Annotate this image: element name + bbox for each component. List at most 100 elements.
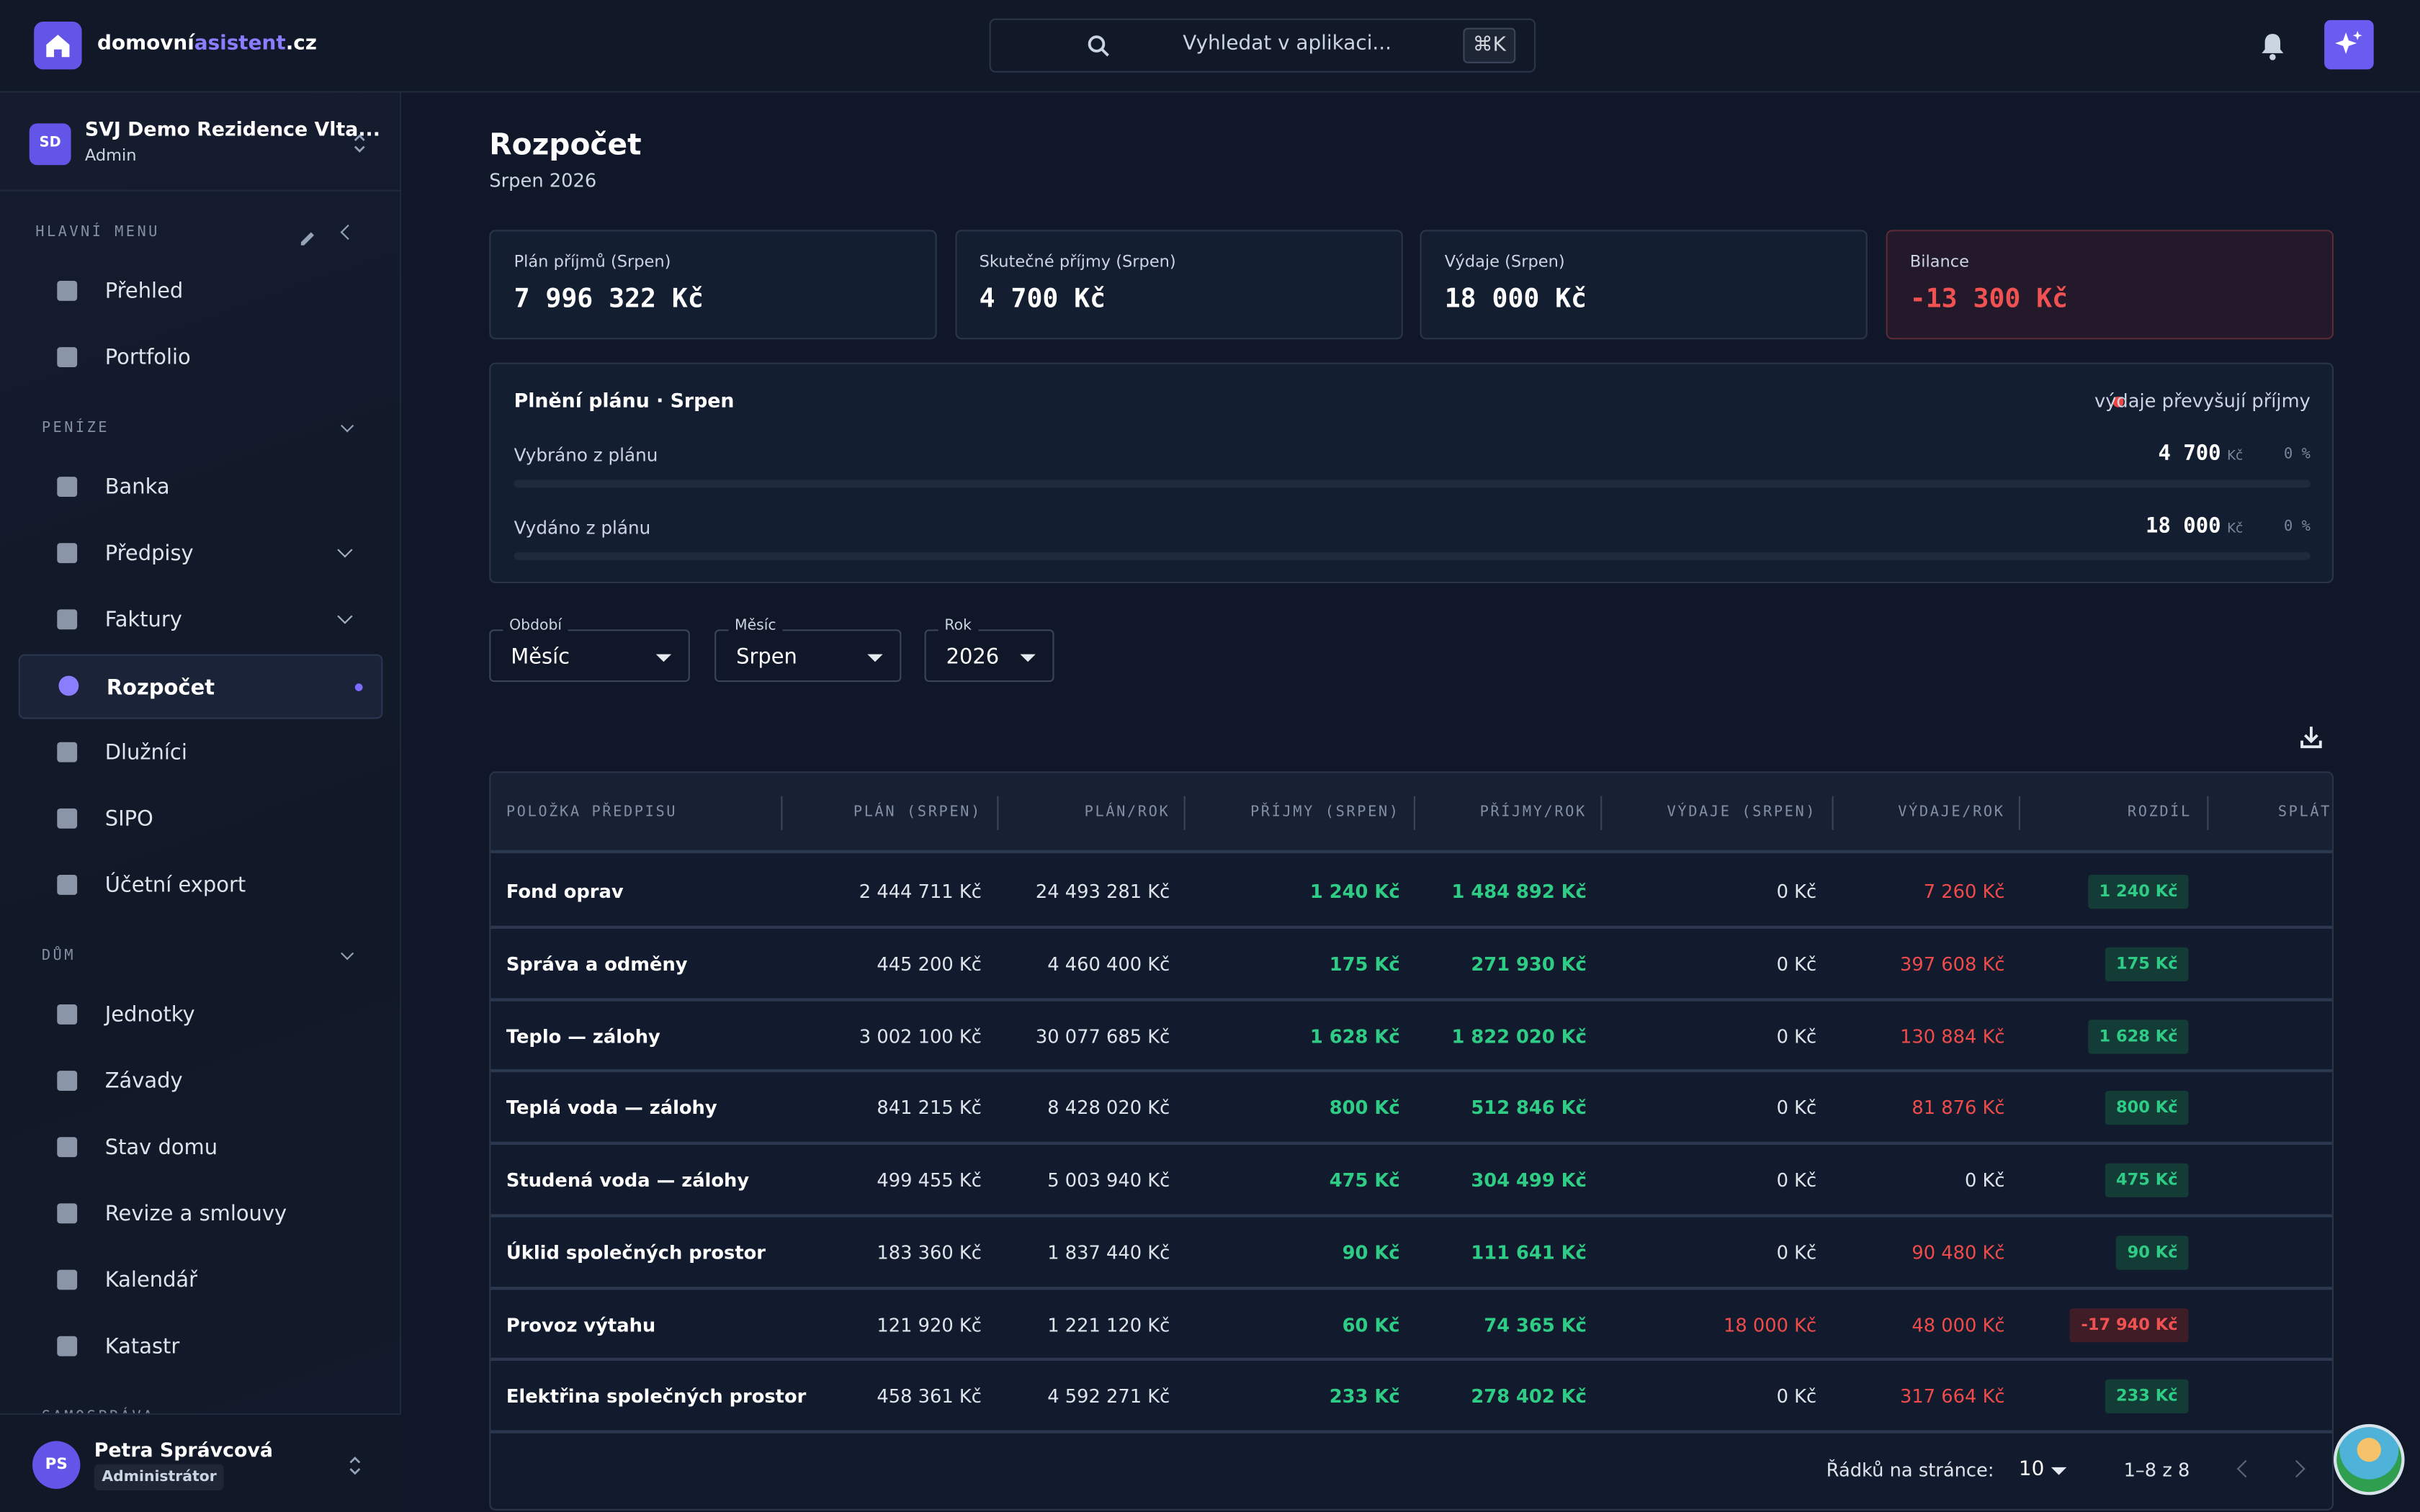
- nav-icon: [57, 1071, 78, 1091]
- nav-label: Přehled: [104, 279, 184, 305]
- brand-part: asistent: [194, 32, 286, 56]
- table-cell: 1 484 892 Kč: [1451, 881, 1587, 903]
- switch-icon: [354, 134, 365, 153]
- table-cell: 458 361 Kč: [877, 1385, 982, 1408]
- table-row: [490, 856, 2332, 929]
- column-separator: [1600, 796, 1603, 830]
- logo[interactable]: [34, 22, 82, 70]
- nav-item[interactable]: SIPO: [19, 787, 383, 852]
- nav-label: Závady: [104, 1069, 183, 1094]
- column-header: ROZDÍL: [2127, 804, 2192, 821]
- download-button[interactable]: [2298, 724, 2324, 752]
- card-value: 7 996 322 Kč: [514, 284, 704, 315]
- nav-item[interactable]: Rozpočet: [18, 654, 383, 719]
- edit-menu[interactable]: [300, 224, 317, 246]
- column-header: VÝDAJE (SRPEN): [1667, 804, 1817, 821]
- nav-item[interactable]: Banka: [19, 455, 383, 520]
- section-toggle[interactable]: [341, 947, 354, 960]
- nav-icon: [57, 742, 78, 762]
- search-box[interactable]: [989, 18, 1536, 73]
- shortcut-key: ⌘K: [1463, 27, 1516, 63]
- table-row: [490, 928, 2332, 1001]
- nav-item[interactable]: Účetní export: [19, 853, 383, 918]
- nav-item[interactable]: Přehled: [19, 259, 383, 324]
- nav-item[interactable]: Portfolio: [19, 325, 383, 390]
- filter-label: Období: [503, 617, 568, 636]
- progress-track: [514, 480, 2311, 488]
- org-switch[interactable]: [349, 130, 370, 158]
- divider: [0, 189, 402, 192]
- column-separator: [2018, 796, 2020, 830]
- progress-label: Vydáno z plánu: [514, 516, 651, 539]
- nav-icon: [57, 609, 78, 630]
- page-subtitle: Srpen 2026: [489, 169, 597, 192]
- nav-item[interactable]: Jednotky: [19, 983, 383, 1048]
- nav-label: SIPO: [104, 806, 153, 832]
- column-header: SPLÁTI: [2277, 804, 2332, 821]
- nav-icon: [57, 543, 78, 564]
- filter-select[interactable]: Měsíc Srpen: [714, 617, 902, 683]
- notification-bell[interactable]: [2258, 31, 2287, 62]
- rows-per-page-select[interactable]: 10: [2009, 1454, 2071, 1488]
- section-title: SAMOSPRÁVA: [42, 1403, 155, 1413]
- nav-item[interactable]: Faktury: [19, 588, 383, 652]
- column-header: PLÁN (SRPEN): [853, 804, 982, 821]
- caret: [867, 654, 883, 662]
- nav-item[interactable]: Stav domu: [19, 1115, 383, 1180]
- collapse-sidebar[interactable]: [340, 224, 356, 240]
- nav-label: Banka: [104, 475, 170, 500]
- table-cell: 24 493 281 Kč: [1035, 881, 1170, 903]
- table-cell: 90 480 Kč: [1912, 1241, 2005, 1264]
- table-row: [490, 1362, 2332, 1434]
- table-cell: 0 Kč: [1776, 1097, 1817, 1120]
- nav-label: Účetní export: [104, 873, 246, 899]
- table-cell: 81 876 Kč: [1912, 1097, 2005, 1120]
- table-cell: 1 240 Kč: [1309, 881, 1400, 903]
- table-cell: 4 592 271 Kč: [1047, 1385, 1170, 1408]
- table-cell: 4 460 400 Kč: [1047, 953, 1170, 975]
- assistant-avatar[interactable]: [2334, 1423, 2405, 1495]
- nav-item[interactable]: Závady: [19, 1049, 383, 1114]
- column-header: PŘÍJMY/ROK: [1479, 804, 1587, 821]
- table-cell: 841 215 Kč: [877, 1097, 982, 1120]
- user-menu[interactable]: [344, 1452, 366, 1480]
- filter-select[interactable]: Období Měsíc: [489, 617, 690, 683]
- table-cell: 445 200 Kč: [877, 953, 982, 975]
- filter-value: 2026: [946, 644, 1000, 670]
- nav-item[interactable]: Dlužníci: [19, 721, 383, 786]
- table-cell: 60 Kč: [1342, 1313, 1400, 1336]
- nav-label: Jednotky: [104, 1002, 195, 1028]
- table-cell: 499 455 Kč: [877, 1169, 982, 1192]
- nav-item[interactable]: Předpisy: [19, 521, 383, 586]
- section-toggle[interactable]: [341, 419, 354, 433]
- card-label: Plán příjmů (Srpen): [514, 253, 671, 272]
- nav-icon: [57, 808, 78, 829]
- ai-button[interactable]: [2324, 19, 2374, 70]
- table-cell: 130 884 Kč: [1900, 1025, 2005, 1047]
- table-row: [490, 1073, 2332, 1145]
- nav-item[interactable]: Kalendář: [19, 1248, 383, 1313]
- nav-item[interactable]: Revize a smlouvy: [19, 1182, 383, 1246]
- nav-label: Předpisy: [104, 541, 194, 567]
- nav-item[interactable]: Katastr: [19, 1315, 383, 1380]
- sparkle-icon: [2335, 30, 2362, 54]
- filter-select[interactable]: Rok 2026: [924, 617, 1054, 683]
- table-cell: 0 Kč: [1776, 1169, 1817, 1192]
- page-title: Rozpočet: [489, 127, 642, 162]
- row-label: Teplá voda — zálohy: [506, 1097, 717, 1120]
- nav-label: Revize a smlouvy: [104, 1202, 287, 1227]
- table-cell: 397 608 Kč: [1900, 953, 2005, 975]
- progress-value: 18 000: [2146, 513, 2221, 539]
- row-label: Provoz výtahu: [506, 1313, 656, 1336]
- nav-label: Rozpočet: [106, 675, 215, 701]
- user-name: Petra Správcová: [94, 1438, 273, 1462]
- sidebar-nav: HLAVNÍ MENU Přehled Portfolio PENÍZE Banka Př…: [0, 192, 401, 1413]
- table-cell: 304 499 Kč: [1471, 1169, 1587, 1192]
- progress-label: Vybráno z plánu: [514, 444, 658, 467]
- card-label: Bilance: [1909, 253, 1970, 272]
- table-cell: 183 360 Kč: [877, 1241, 982, 1264]
- table-row: [490, 1001, 2332, 1073]
- section-toggle[interactable]: [341, 1408, 354, 1413]
- column-separator: [1413, 796, 1415, 830]
